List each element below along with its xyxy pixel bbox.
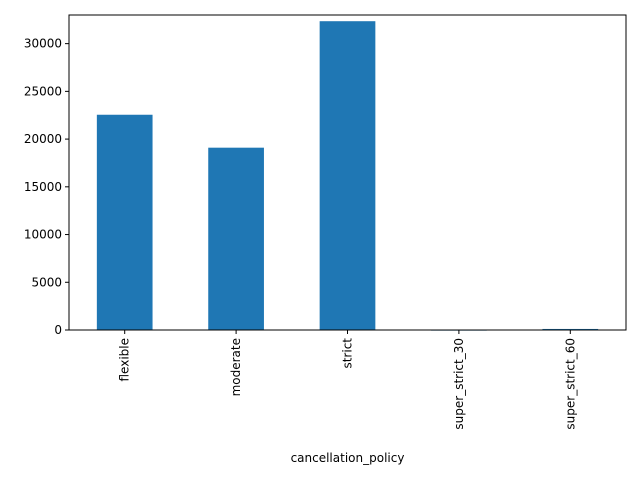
y-tick-label: 5000: [31, 275, 62, 289]
y-tick-label: 20000: [24, 132, 62, 146]
y-tick-label: 0: [54, 323, 62, 337]
x-tick-label: super_strict_30: [452, 338, 466, 430]
x-tick-label: strict: [341, 338, 355, 369]
bar-moderate: [208, 147, 264, 330]
y-tick-label: 25000: [24, 84, 62, 98]
y-axis-ticks: 0 5000 10000 15000 20000 25000 30000: [24, 37, 69, 337]
x-axis-ticks: flexible moderate strict super_strict_30 sup…: [118, 330, 577, 430]
plot-frame: [68, 14, 627, 331]
x-tick-label: flexible: [118, 338, 132, 382]
bar-super_strict_60: [542, 328, 599, 330]
y-tick-label: 10000: [24, 228, 62, 242]
y-tick-label: 30000: [24, 37, 62, 51]
bars-group: [96, 21, 599, 331]
bar-strict: [319, 21, 376, 330]
x-tick-label: super_strict_60: [563, 338, 577, 430]
x-tick-label: moderate: [229, 338, 243, 396]
y-tick-label: 15000: [24, 180, 62, 194]
x-axis-label: cancellation_policy: [291, 451, 405, 465]
bar-flexible: [96, 114, 153, 330]
